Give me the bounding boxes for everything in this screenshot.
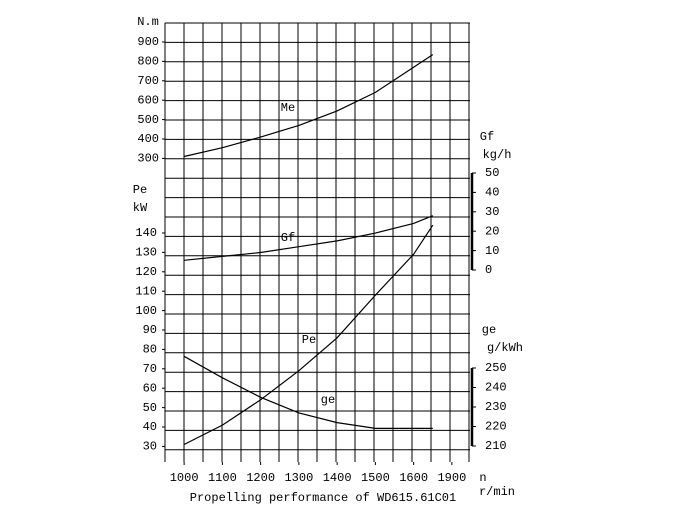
y-tick-label: 40 — [143, 420, 157, 434]
y-tick-label: 80 — [143, 343, 157, 357]
x-tick-label: 1100 — [208, 471, 237, 485]
y-tick-label: 60 — [143, 381, 157, 395]
x-tick-label: 1900 — [437, 471, 466, 485]
chart-caption: Propelling performance of WD615.61C01 — [190, 491, 456, 505]
y-tick-label: 210 — [485, 439, 507, 453]
y-axis-unit: kg/h — [483, 148, 512, 162]
y-tick-label: 140 — [135, 226, 157, 240]
y-tick-label: 40 — [485, 186, 499, 200]
x-tick-label: 1600 — [399, 471, 428, 485]
y-tick-label: 220 — [485, 420, 507, 434]
y-tick-label: 50 — [143, 401, 157, 415]
y-axis-title: Pe — [133, 183, 147, 197]
y-tick-label: 400 — [137, 132, 159, 146]
y-tick-label: 30 — [485, 205, 499, 219]
y-tick-label: 240 — [485, 381, 507, 395]
y-tick-label: 130 — [135, 246, 157, 260]
y-tick-label: 90 — [143, 323, 157, 337]
x-axis-label: n — [479, 471, 486, 485]
y-tick-label: 120 — [135, 265, 157, 279]
y-tick-label: 10 — [485, 244, 499, 258]
y-tick-label: 30 — [143, 440, 157, 454]
curve — [183, 224, 434, 446]
y-tick-label: 300 — [137, 152, 159, 166]
x-tick-label: 1300 — [284, 471, 313, 485]
y-axis-title: Gf — [480, 130, 494, 144]
y-tick-label: 50 — [485, 166, 499, 180]
curve-label: Me — [281, 101, 295, 115]
x-tick-label: 1200 — [246, 471, 275, 485]
y-tick-label: 600 — [137, 93, 159, 107]
y-tick-label: 0 — [485, 263, 492, 277]
y-axis-title: ge — [482, 323, 496, 337]
curve — [184, 215, 434, 261]
y-tick-label: 500 — [137, 113, 159, 127]
y-tick-label: 110 — [135, 284, 157, 298]
x-axis-unit: r/min — [479, 485, 515, 499]
y-tick-label: 70 — [143, 362, 157, 376]
x-tick-label: 1400 — [323, 471, 352, 485]
curve — [183, 355, 433, 429]
y-axis-unit: kW — [133, 201, 148, 215]
y-tick-label: 250 — [485, 361, 507, 375]
y-tick-label: 230 — [485, 400, 507, 414]
curve — [183, 54, 434, 158]
curve-label: ge — [321, 393, 335, 407]
y-tick-label: 800 — [137, 55, 159, 69]
y-axis-title: N.m — [137, 15, 159, 29]
y-axis-unit: g/kWh — [487, 341, 523, 355]
x-tick-label: 1500 — [361, 471, 390, 485]
y-tick-label: 20 — [485, 224, 499, 238]
y-tick-label: 100 — [135, 304, 157, 318]
curve-label: Pe — [302, 333, 316, 347]
y-tick-label: 700 — [137, 74, 159, 88]
y-tick-label: 900 — [137, 35, 159, 49]
x-tick-label: 1000 — [170, 471, 199, 485]
curve-label: Gf — [281, 231, 295, 245]
